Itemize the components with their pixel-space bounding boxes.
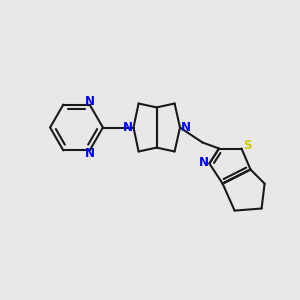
Text: N: N [85, 148, 95, 160]
Text: N: N [85, 94, 95, 107]
Text: N: N [123, 121, 133, 134]
Text: N: N [198, 155, 208, 169]
Text: N: N [180, 121, 190, 134]
Text: S: S [243, 139, 252, 152]
